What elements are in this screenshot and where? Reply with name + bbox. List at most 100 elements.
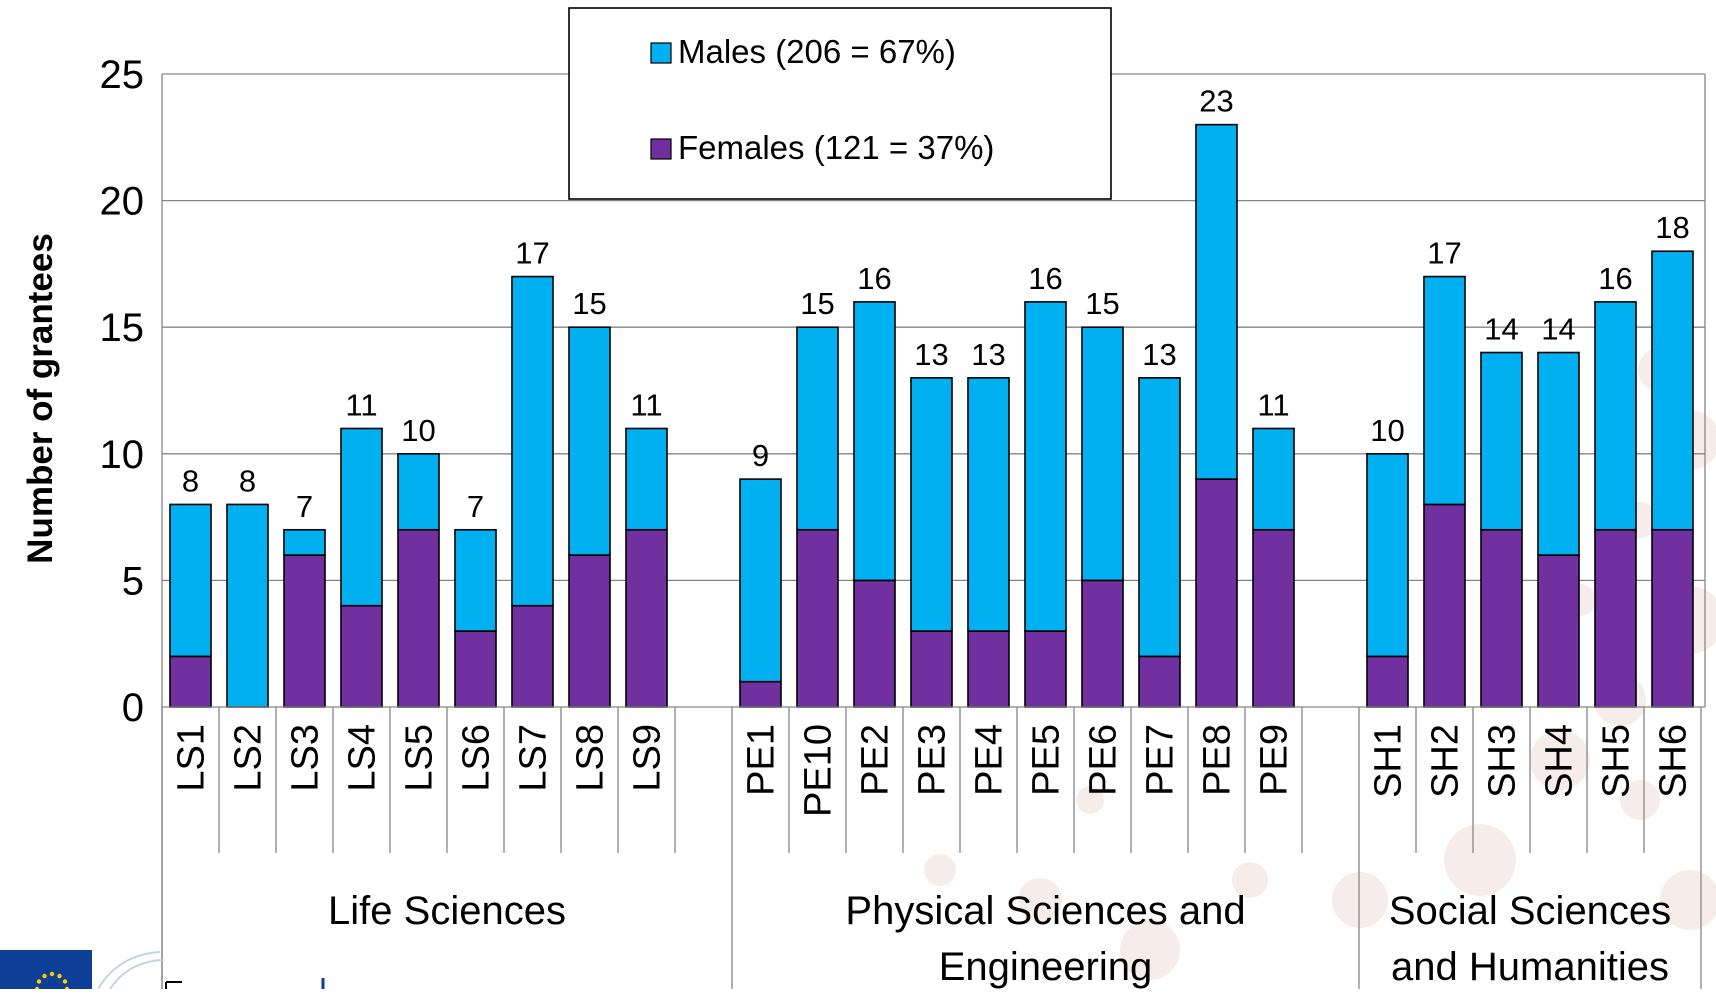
bar-females-sh6 — [1651, 528, 1694, 708]
bar-females-sh3 — [1480, 528, 1523, 708]
bar-males-pe8 — [1195, 123, 1238, 480]
bar-females-sh1 — [1366, 655, 1409, 708]
bar-males-sh3 — [1480, 351, 1523, 531]
data-label-pe6: 15 — [1085, 286, 1119, 321]
bar-males-ls6 — [454, 528, 497, 632]
bar-females-ls6 — [454, 630, 497, 708]
bar-females-ls5 — [397, 528, 440, 708]
bar-males-pe10 — [796, 326, 839, 531]
legend — [568, 7, 1112, 200]
bar-females-ls8 — [568, 554, 611, 708]
bar-males-ls5 — [397, 452, 440, 531]
bar-males-pe6 — [1081, 326, 1124, 582]
group-label: Life Sciences — [328, 889, 566, 933]
y-tick-label: 0 — [122, 686, 144, 730]
background-dot — [1232, 862, 1268, 898]
bar-males-ls4 — [340, 427, 383, 607]
data-label-ls6: 7 — [467, 489, 484, 524]
background-dot — [1076, 786, 1104, 814]
group-label: and Humanities — [1391, 945, 1669, 989]
data-label-pe1: 9 — [752, 438, 769, 473]
data-label-pe4: 13 — [971, 337, 1005, 372]
data-label-ls7: 17 — [515, 236, 549, 271]
category-label-ls4: LS4 — [342, 724, 384, 792]
data-label-pe3: 13 — [914, 337, 948, 372]
category-label-pe10: PE10 — [798, 724, 840, 817]
bar-females-sh2 — [1423, 503, 1466, 708]
bar-males-pe5 — [1024, 301, 1067, 632]
category-label-ls5: LS5 — [399, 724, 441, 792]
bar-females-ls3 — [283, 554, 326, 708]
y-tick-label: 10 — [100, 433, 145, 477]
background-dot — [1530, 730, 1590, 790]
bar-males-ls9 — [625, 427, 668, 531]
category-label-pe5: PE5 — [1026, 724, 1068, 796]
y-tick-label: 15 — [100, 306, 145, 350]
y-axis-title: Number of grantees — [21, 233, 60, 564]
data-label-sh5: 16 — [1598, 261, 1632, 296]
bar-males-pe7 — [1138, 377, 1181, 658]
category-label-pe8: PE8 — [1197, 724, 1239, 796]
bar-females-pe3 — [910, 630, 953, 708]
logo-swoosh — [97, 951, 161, 990]
bar-females-ls1 — [169, 655, 212, 708]
legend-swatch-females — [650, 138, 672, 160]
y-tick-label: 20 — [100, 180, 145, 224]
bar-females-sh5 — [1594, 528, 1637, 708]
bar-females-pe10 — [796, 528, 839, 708]
category-label-sh4: SH4 — [1539, 724, 1581, 798]
eu-star — [57, 973, 62, 979]
group-label: Physical Sciences and — [845, 889, 1245, 933]
category-label-pe1: PE1 — [741, 724, 783, 796]
bar-males-ls2 — [226, 503, 269, 708]
bar-females-pe5 — [1024, 630, 1067, 708]
bar-females-pe2 — [853, 579, 896, 708]
bar-males-pe9 — [1252, 427, 1295, 531]
category-label-pe2: PE2 — [855, 724, 897, 796]
background-dot — [1660, 870, 1716, 930]
bar-males-ls3 — [283, 528, 326, 556]
category-label-ls9: LS9 — [627, 724, 669, 792]
eu-flag-logo — [0, 950, 92, 989]
category-label-pe9: PE9 — [1254, 724, 1296, 796]
group-label: Engineering — [939, 945, 1153, 989]
category-label-ls8: LS8 — [570, 724, 612, 792]
bar-males-ls8 — [568, 326, 611, 556]
bar-females-pe9 — [1252, 528, 1295, 708]
data-label-pe5: 16 — [1028, 261, 1062, 296]
category-label-pe6: PE6 — [1083, 724, 1125, 796]
bar-males-pe3 — [910, 377, 953, 632]
data-label-pe7: 13 — [1142, 337, 1176, 372]
background-dot — [1620, 780, 1660, 820]
y-tick-label: 5 — [122, 559, 144, 603]
data-label-sh4: 14 — [1541, 312, 1575, 347]
y-tick-label: 25 — [100, 53, 145, 97]
data-label-sh1: 10 — [1370, 413, 1404, 448]
category-label-sh5: SH5 — [1596, 724, 1638, 798]
data-label-pe8: 23 — [1199, 84, 1233, 119]
bar-females-ls4 — [340, 604, 383, 708]
data-label-ls9: 11 — [630, 387, 662, 422]
background-dot — [1332, 872, 1388, 928]
background-dot — [1120, 920, 1180, 980]
bar-males-pe1 — [739, 478, 782, 683]
bar-males-pe4 — [967, 377, 1010, 632]
category-label-pe3: PE3 — [912, 724, 954, 796]
bar-males-pe2 — [853, 301, 896, 582]
legend-label-males: Males (206 = 67%) — [678, 33, 956, 70]
data-label-ls3: 7 — [296, 489, 313, 524]
eu-star — [36, 979, 42, 984]
background-dot — [924, 854, 956, 886]
bar-males-sh5 — [1594, 301, 1637, 531]
bar-males-ls7 — [511, 275, 554, 607]
category-label-sh1: SH1 — [1368, 724, 1410, 798]
bar-females-pe8 — [1195, 478, 1238, 708]
bar-males-sh4 — [1537, 351, 1580, 556]
data-label-pe9: 11 — [1257, 387, 1289, 422]
bar-females-pe6 — [1081, 579, 1124, 708]
eu-star — [42, 973, 47, 979]
bar-females-sh4 — [1537, 554, 1580, 708]
category-label-ls2: LS2 — [228, 724, 270, 792]
